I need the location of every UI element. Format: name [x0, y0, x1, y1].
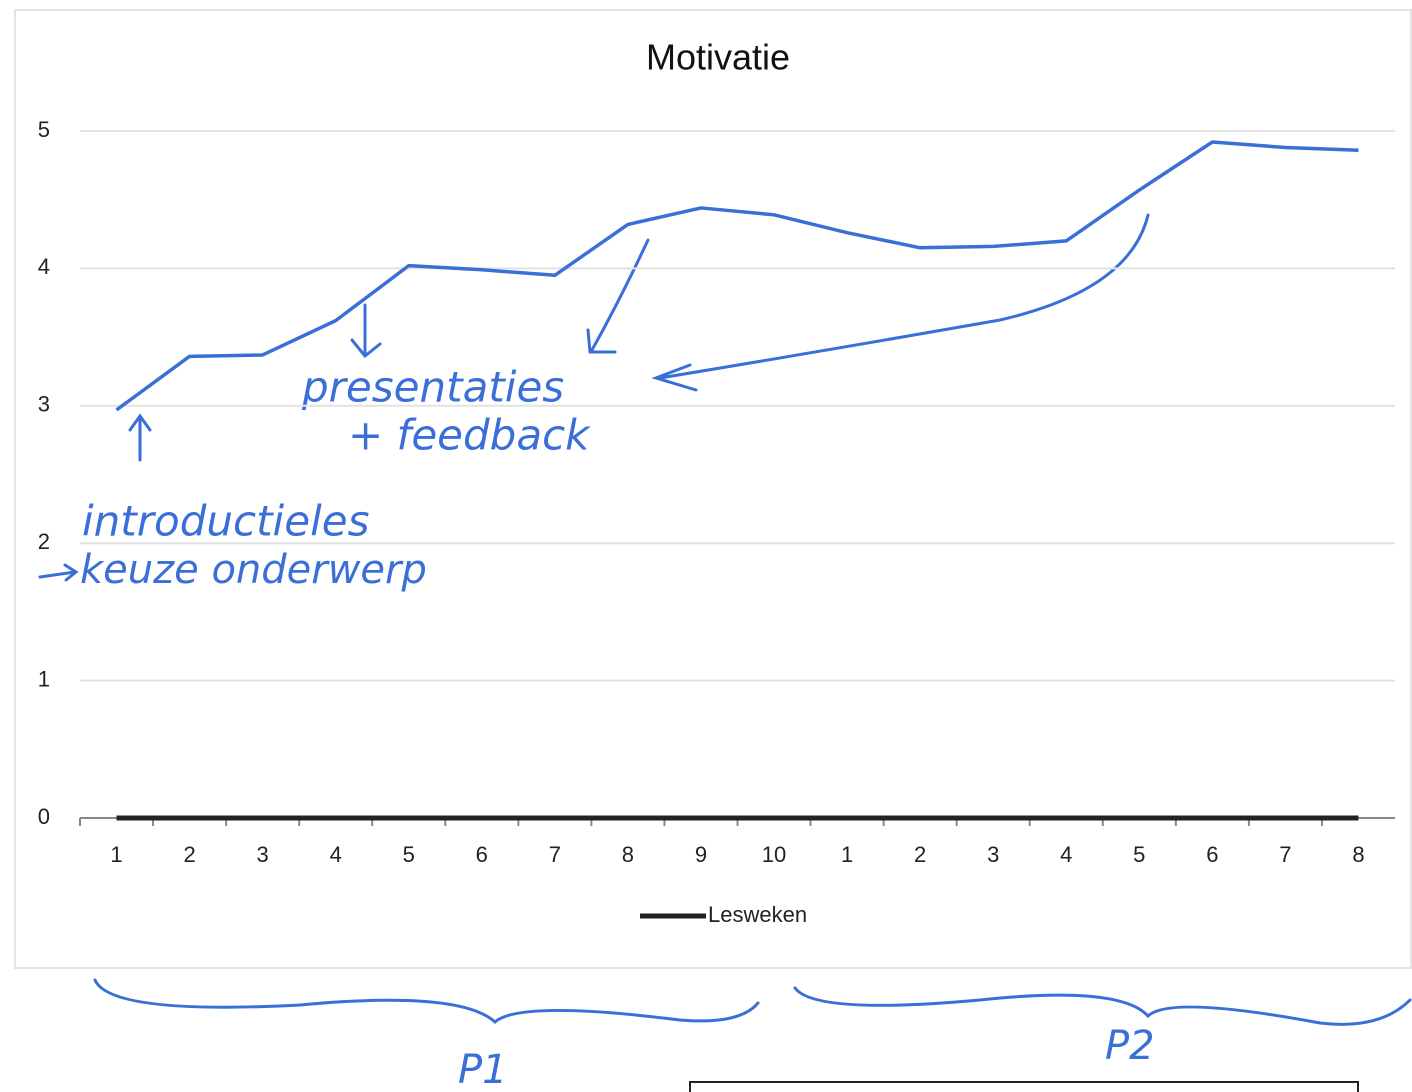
- x-tick-label: 1: [841, 842, 853, 867]
- y-tick-label: 0: [38, 804, 50, 829]
- x-tick-label: 2: [914, 842, 926, 867]
- y-tick-label: 3: [38, 392, 50, 417]
- chart-frame: [14, 9, 1412, 969]
- y-tick-label: 5: [38, 117, 50, 142]
- x-tick-label: 5: [403, 842, 415, 867]
- x-tick-label: 6: [1206, 842, 1218, 867]
- legend-label: Lesweken: [708, 902, 807, 927]
- x-tick-label: 3: [257, 842, 269, 867]
- x-tick-label: 7: [1279, 842, 1291, 867]
- box: [689, 1081, 1359, 1092]
- y-tick-label: 4: [38, 254, 50, 279]
- annotation: keuze onderwerp: [80, 547, 427, 593]
- x-tick-label: 8: [1352, 842, 1364, 867]
- annotation: presentaties: [301, 363, 564, 412]
- annotation: P2: [1105, 1023, 1155, 1069]
- x-tick-label: 2: [183, 842, 195, 867]
- annotation: + feedback: [348, 411, 591, 460]
- hand-drawings: [38, 213, 1412, 1026]
- x-tick-label: 6: [476, 842, 488, 867]
- y-tick-label: 1: [38, 666, 50, 691]
- x-tick-label: 3: [987, 842, 999, 867]
- x-tick-label: 5: [1133, 842, 1145, 867]
- x-tick-label: 8: [622, 842, 634, 867]
- x-tick-label: 4: [1060, 842, 1072, 867]
- annotation: introductieles: [82, 497, 369, 546]
- chart-title: Motivatie: [646, 37, 790, 78]
- line: [115, 140, 1359, 412]
- x-tick-label: 10: [762, 842, 786, 867]
- x-tick-label: 7: [549, 842, 561, 867]
- annotation: P1: [458, 1047, 508, 1092]
- y-tick-label: 2: [38, 529, 50, 554]
- x-tick-label: 9: [695, 842, 707, 867]
- x-tick-label: 1: [110, 842, 122, 867]
- x-tick-label: 4: [330, 842, 342, 867]
